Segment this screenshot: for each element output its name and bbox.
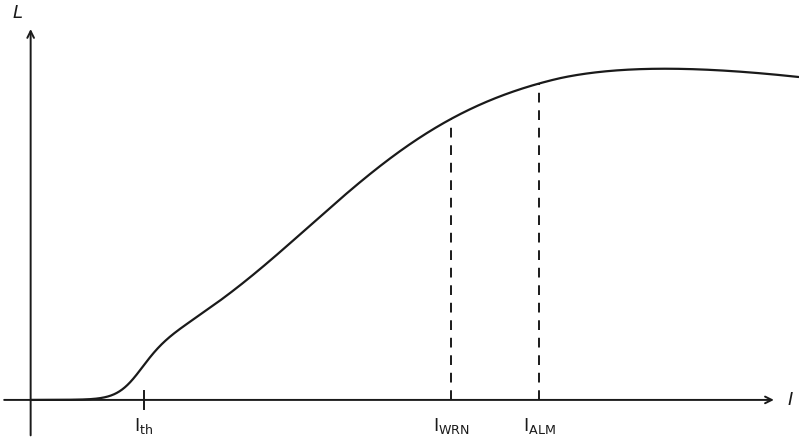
- Text: I$_\mathrm{th}$: I$_\mathrm{th}$: [134, 416, 154, 436]
- Text: I$_\mathrm{WRN}$: I$_\mathrm{WRN}$: [433, 416, 470, 436]
- Text: I$_\mathrm{ALM}$: I$_\mathrm{ALM}$: [522, 416, 555, 436]
- Text: I: I: [788, 391, 793, 409]
- Text: L: L: [13, 4, 22, 22]
